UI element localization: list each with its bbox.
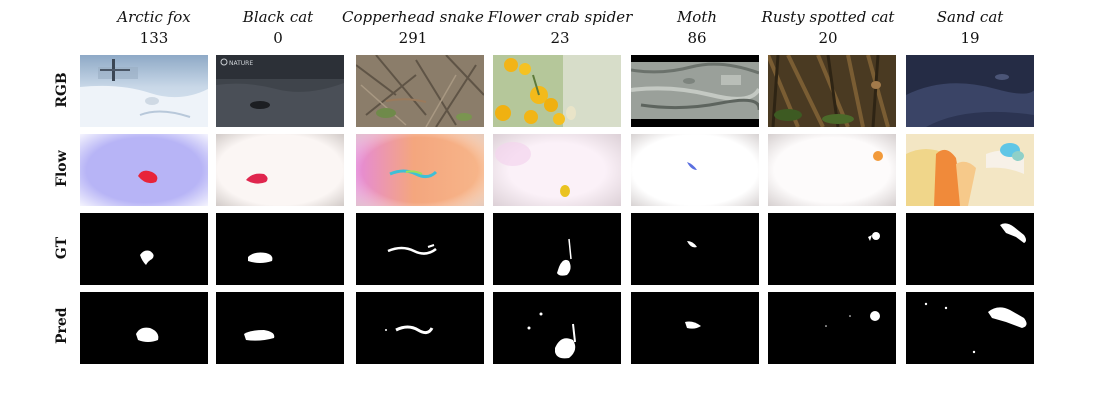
flow-map-arctic-fox — [80, 134, 208, 206]
flow-map-black-cat — [216, 134, 344, 206]
flow-map-moth — [631, 134, 759, 206]
column-count: 20 — [818, 29, 838, 47]
column-count: 0 — [273, 29, 283, 47]
rgb-frame-copperhead-snake — [356, 55, 484, 127]
row-label-pred: Pred — [54, 307, 70, 344]
column-title: Moth — [676, 8, 718, 26]
column-count: 86 — [687, 29, 707, 47]
pred-mask-copperhead-snake — [356, 292, 484, 364]
flow-map-rusty-spotted-cat — [768, 134, 896, 206]
column-title: Arctic fox — [117, 8, 191, 26]
column-count: 19 — [960, 29, 980, 47]
column-count: 291 — [398, 29, 428, 47]
rgb-frame-arctic-fox — [80, 55, 208, 127]
flow-map-flower-crab-spider — [493, 134, 621, 206]
rgb-frame-rusty-spotted-cat — [768, 55, 896, 127]
column-header-black-cat: Black cat 0 — [203, 6, 353, 48]
row-label-gt: GT — [54, 236, 70, 260]
column-header-moth: Moth 86 — [622, 6, 772, 48]
column-header-arctic-fox: Arctic fox 133 — [79, 6, 229, 48]
pred-mask-arctic-fox — [80, 292, 208, 364]
column-title: Sand cat — [936, 8, 1004, 26]
column-header-sand-cat: Sand cat 19 — [895, 6, 1045, 48]
column-title: Flower crab spider — [487, 8, 633, 26]
pred-mask-rusty-spotted-cat — [768, 292, 896, 364]
pred-mask-flower-crab-spider — [493, 292, 621, 364]
rgb-frame-moth — [631, 55, 759, 127]
column-title: Copperhead snake — [342, 8, 484, 26]
gt-mask-arctic-fox — [80, 213, 208, 285]
flow-map-sand-cat — [906, 134, 1034, 206]
gt-mask-rusty-spotted-cat — [768, 213, 896, 285]
column-count: 23 — [550, 29, 570, 47]
gt-mask-black-cat — [216, 213, 344, 285]
gt-mask-sand-cat — [906, 213, 1034, 285]
rgb-frame-black-cat: NATURE — [216, 55, 344, 127]
pred-mask-black-cat — [216, 292, 344, 364]
gt-mask-moth — [631, 213, 759, 285]
rgb-frame-sand-cat — [906, 55, 1034, 127]
row-label-rgb: RGB — [54, 72, 70, 108]
column-title: Black cat — [242, 8, 314, 26]
pred-mask-sand-cat — [906, 292, 1034, 364]
gt-mask-flower-crab-spider — [493, 213, 621, 285]
pred-mask-moth — [631, 292, 759, 364]
gt-mask-copperhead-snake — [356, 213, 484, 285]
watermark-text: NATURE — [229, 60, 253, 67]
flow-map-copperhead-snake — [356, 134, 484, 206]
column-title: Rusty spotted cat — [761, 8, 895, 26]
rgb-frame-flower-crab-spider — [493, 55, 621, 127]
column-count: 133 — [139, 29, 169, 47]
row-label-flow: Flow — [54, 150, 70, 187]
column-header-flower-crab-spider: Flower crab spider 23 — [485, 6, 635, 48]
column-header-rusty-spotted-cat: Rusty spotted cat 20 — [753, 6, 903, 48]
column-header-copperhead-snake: Copperhead snake 291 — [338, 6, 488, 48]
